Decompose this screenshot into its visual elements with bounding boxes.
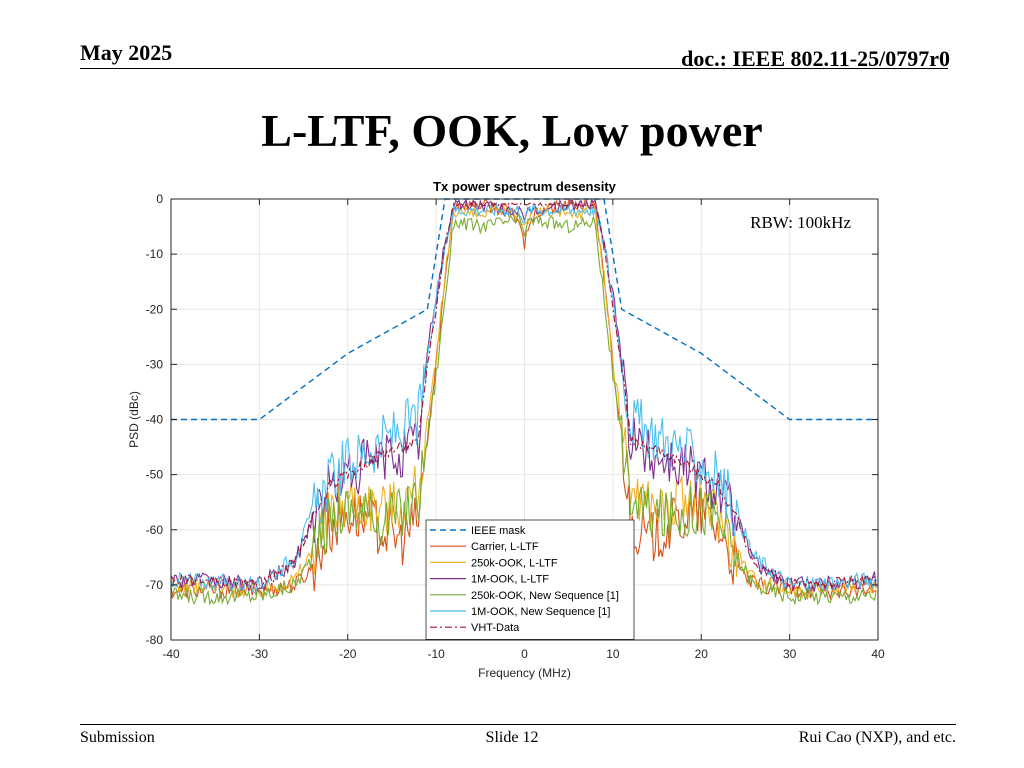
legend-entry: 250k-OOK, New Sequence [1] [471,590,619,602]
footer-authors: Rui Cao (NXP), and etc. [798,729,956,746]
y-tick-label: -30 [146,357,164,371]
chart-title: Tx power spectrum desensity [433,179,617,194]
x-tick-label: 40 [871,647,885,661]
x-tick-label: 20 [695,647,709,661]
rbw-annotation: RBW: 100kHz [750,213,851,232]
chart-legend: IEEE mask Carrier, L-LTF 250k-OOK, L-LTF 1M… [425,519,635,640]
slide-title: L-LTF, OOK, Low power [261,105,763,156]
y-tick-label: 0 [156,192,163,206]
y-tick-label: -50 [146,468,164,482]
x-axis-label: Frequency (MHz) [478,666,571,680]
series-line-5 [170,214,877,606]
y-axis-label: PSD (dBc) [127,391,141,448]
legend-entry: Carrier, L-LTF [471,541,539,553]
legend-entry: 1M-OOK, L-LTF [471,574,549,586]
header-date: May 2025 [80,40,173,65]
chart-series [170,198,878,606]
legend-entry: VHT-Data [471,622,520,634]
series-line-3 [170,204,877,600]
legend-entry: IEEE mask [471,525,526,537]
x-tick-label: -20 [339,647,357,661]
header-doc-id: doc.: IEEE 802.11-25/0797r0 [681,46,950,71]
x-tick-label: 30 [783,647,797,661]
legend-box [425,519,635,640]
footer-slide-number: Slide 12 [485,729,539,746]
x-tick-label: -40 [162,647,180,661]
legend-entry: 250k-OOK, L-LTF [471,557,558,569]
y-tick-label: -20 [146,302,164,316]
x-tick-label: -30 [251,647,269,661]
y-tick-label: -10 [146,247,164,261]
series-line-7 [170,201,877,591]
legend-entry: 1M-OOK, New Sequence [1] [471,606,610,618]
chart-ticks: -40 -30 -20 -10 0 10 20 30 40 0 -10 -20 -30 -40 -50 -60… [146,192,885,661]
x-tick-label: -10 [427,647,445,661]
y-tick-label: -70 [146,578,164,592]
footer-rule [80,724,956,725]
footer-submission: Submission [80,729,155,746]
y-tick-label: -40 [146,413,164,427]
x-tick-label: 10 [606,647,620,661]
header-rule [80,68,948,69]
y-tick-label: -60 [146,523,164,537]
x-tick-label: 0 [521,647,528,661]
y-tick-label: -80 [146,633,164,647]
